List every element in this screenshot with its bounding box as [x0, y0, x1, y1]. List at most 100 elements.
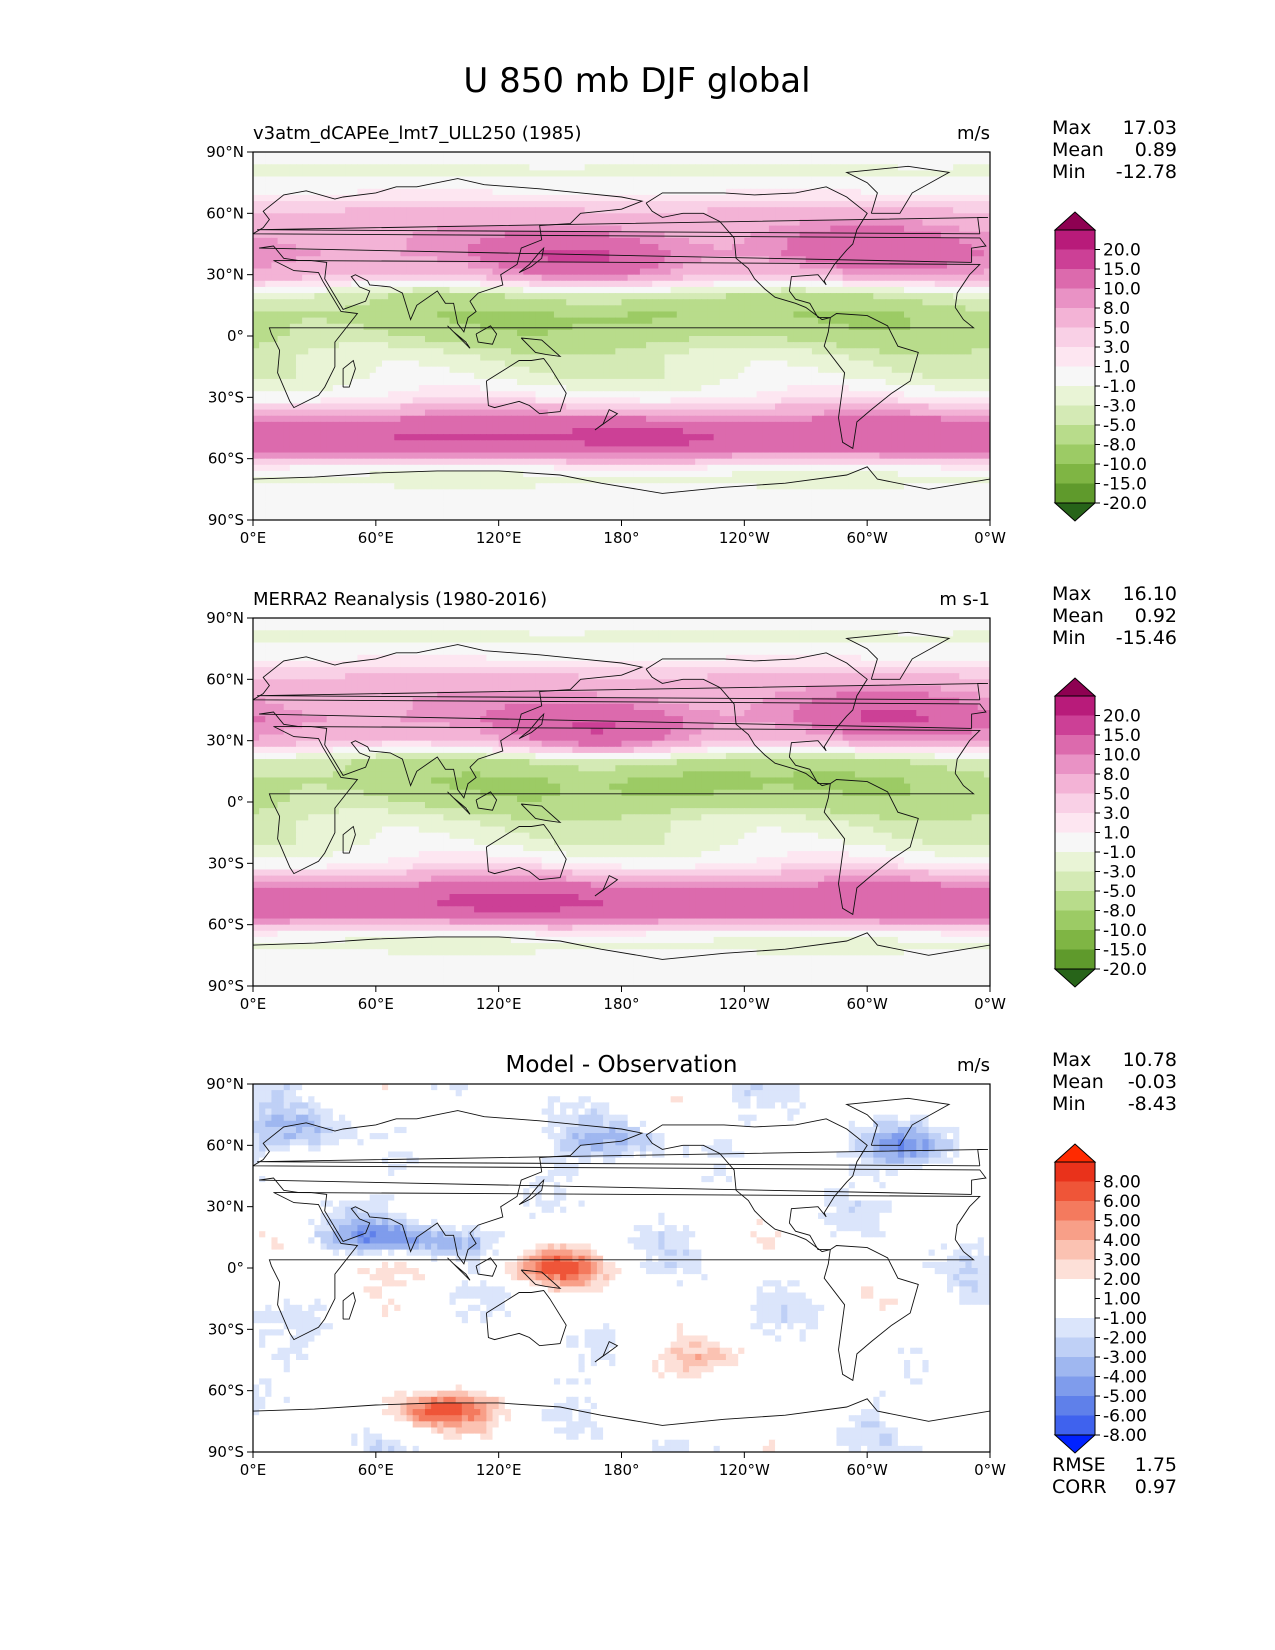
- obs-colorbar-tick-label: 15.0: [1103, 726, 1141, 746]
- obs-panel-title: MERRA2 Reanalysis (1980-2016): [253, 589, 547, 610]
- obs-colorbar-tick-label: 1.0: [1103, 824, 1130, 844]
- diff-y-tick-label: 30°S: [208, 1320, 244, 1338]
- model-stat-value: 0.89: [1135, 139, 1177, 161]
- obs-x-tick-label: 120°E: [476, 995, 522, 1013]
- obs-y-tick-label: 60°S: [208, 916, 244, 934]
- obs-panel: 0°E 60°E 120°E 180° 120°W 60°W 0°W 90°N 60°N 30°N…: [206, 583, 1177, 1013]
- obs-colorbar: 20.015.010.08.05.03.01.0-1.0-3.0-5.0-8.0…: [1053, 677, 1147, 988]
- diff-colorbar-tick-label: -1.00: [1103, 1309, 1147, 1329]
- model-colorbar-tick-label: -1.0: [1103, 377, 1136, 397]
- diff-x-tick-label: 120°E: [476, 1461, 522, 1479]
- obs-colorbar-tick-label: -3.0: [1103, 863, 1136, 883]
- diff-bottom-stat-value: 0.97: [1135, 1476, 1177, 1498]
- model-y-tick-label: 60°S: [208, 450, 244, 468]
- obs-coastlines: [253, 631, 990, 986]
- model-colorbar-tick-label: 3.0: [1103, 338, 1130, 358]
- diff-y-tick-label: 90°N: [206, 1075, 244, 1093]
- diff-field-map: [253, 1084, 990, 1452]
- obs-colorbar-tick-label: 3.0: [1103, 804, 1130, 824]
- model-colorbar-tick-label: 20.0: [1103, 241, 1141, 261]
- model-colorbar-tick-label: 5.0: [1103, 319, 1130, 339]
- model-colorbar-tick-label: -8.0: [1103, 436, 1136, 456]
- diff-x-tick-label: 0°E: [240, 1461, 267, 1479]
- model-colorbar-tick-label: 15.0: [1103, 260, 1141, 280]
- model-x-tick-label: 60°E: [358, 529, 394, 547]
- model-x-tick-label: 0°W: [974, 529, 1006, 547]
- diff-x-tick-label: 60°W: [846, 1461, 888, 1479]
- model-y-tick-label: 0°: [227, 327, 244, 345]
- model-stat-value: 17.03: [1123, 117, 1177, 139]
- obs-y-tick-label: 30°S: [208, 854, 244, 872]
- obs-field-map: [253, 618, 990, 986]
- model-colorbar-tick-label: -20.0: [1103, 494, 1147, 514]
- diff-stat-label: Min: [1052, 1093, 1086, 1115]
- diff-y-tick-label: 30°N: [206, 1198, 244, 1216]
- obs-colorbar-tick-label: 5.0: [1103, 785, 1130, 805]
- model-y-tick-label: 30°N: [206, 266, 244, 284]
- obs-x-tick-label: 120°W: [719, 995, 770, 1013]
- obs-colorbar-tick-label: 8.0: [1103, 765, 1130, 785]
- model-x-tick-label: 120°W: [719, 529, 770, 547]
- diff-bottom-stat-label: CORR: [1052, 1476, 1107, 1498]
- figure-title: U 850 mb DJF global: [463, 61, 810, 101]
- obs-y-tick-label: 90°S: [208, 977, 244, 995]
- model-colorbar-tick-label: -15.0: [1103, 475, 1147, 495]
- model-y-tick-label: 60°N: [206, 204, 244, 222]
- diff-x-tick-label: 180°: [603, 1461, 639, 1479]
- diff-colorbar-tick-label: -3.00: [1103, 1348, 1147, 1368]
- obs-y-tick-label: 60°N: [206, 670, 244, 688]
- diff-panel: 0°E 60°E 120°E 180° 120°W 60°W 0°W 90°N 60°N 30°N…: [206, 1049, 1177, 1498]
- model-y-tick-label: 90°S: [208, 511, 244, 529]
- obs-colorbar-tick-label: -8.0: [1103, 902, 1136, 922]
- diff-colorbar-tick-label: -2.00: [1103, 1329, 1147, 1349]
- diff-colorbar-tick-label: 3.00: [1103, 1251, 1141, 1271]
- model-colorbar-tick-label: -3.0: [1103, 397, 1136, 417]
- obs-stat-label: Min: [1052, 627, 1086, 649]
- diff-panel-title: Model - Observation: [505, 1052, 737, 1078]
- model-stat-label: Mean: [1052, 139, 1104, 161]
- obs-colorbar-tick-label: -10.0: [1103, 921, 1147, 941]
- model-field-map: [253, 152, 990, 520]
- obs-x-tick-label: 180°: [603, 995, 639, 1013]
- obs-y-tick-label: 90°N: [206, 609, 244, 627]
- diff-colorbar-tick-label: 8.00: [1103, 1173, 1141, 1193]
- diff-colorbar-tick-label: -6.00: [1103, 1407, 1147, 1427]
- obs-stat-value: 0.92: [1135, 605, 1177, 627]
- diff-y-tick-label: 0°: [227, 1259, 244, 1277]
- obs-colorbar-tick-label: -1.0: [1103, 843, 1136, 863]
- diff-y-tick-label: 90°S: [208, 1443, 244, 1461]
- model-units: m/s: [957, 123, 990, 144]
- diff-colorbar-tick-label: 6.00: [1103, 1192, 1141, 1212]
- model-y-tick-label: 30°S: [208, 388, 244, 406]
- model-colorbar-tick-label: 10.0: [1103, 280, 1141, 300]
- obs-stat-value: 16.10: [1123, 583, 1177, 605]
- diff-colorbar: 8.006.005.004.003.002.001.00-1.00-2.00-3…: [1053, 1143, 1147, 1454]
- diff-x-tick-label: 60°E: [358, 1461, 394, 1479]
- obs-x-tick-label: 0°W: [974, 995, 1006, 1013]
- model-x-tick-label: 180°: [603, 529, 639, 547]
- diff-units: m/s: [957, 1055, 990, 1076]
- model-colorbar-tick-label: 8.0: [1103, 299, 1130, 319]
- model-coastlines: [253, 165, 990, 520]
- model-stat-value: -12.78: [1116, 161, 1177, 183]
- diff-y-tick-label: 60°S: [208, 1382, 244, 1400]
- diff-coastlines: [253, 1097, 990, 1452]
- diff-colorbar-tick-label: -8.00: [1103, 1426, 1147, 1446]
- model-stat-label: Min: [1052, 161, 1086, 183]
- obs-colorbar-tick-label: -15.0: [1103, 941, 1147, 961]
- obs-x-tick-label: 0°E: [240, 995, 267, 1013]
- model-y-tick-label: 90°N: [206, 143, 244, 161]
- obs-x-tick-label: 60°E: [358, 995, 394, 1013]
- obs-units: m s-1: [939, 589, 990, 610]
- diff-colorbar-tick-label: 1.00: [1103, 1290, 1141, 1310]
- obs-colorbar-tick-label: -20.0: [1103, 960, 1147, 980]
- diff-y-tick-label: 60°N: [206, 1136, 244, 1154]
- model-colorbar-tick-label: 1.0: [1103, 358, 1130, 378]
- diff-bottom-stat-label: RMSE: [1052, 1454, 1106, 1476]
- diff-colorbar-tick-label: 5.00: [1103, 1212, 1141, 1232]
- diff-colorbar-tick-label: -5.00: [1103, 1387, 1147, 1407]
- model-colorbar-tick-label: -10.0: [1103, 455, 1147, 475]
- model-panel-title: v3atm_dCAPEe_lmt7_ULL250 (1985): [253, 123, 582, 144]
- diff-colorbar-tick-label: 2.00: [1103, 1270, 1141, 1290]
